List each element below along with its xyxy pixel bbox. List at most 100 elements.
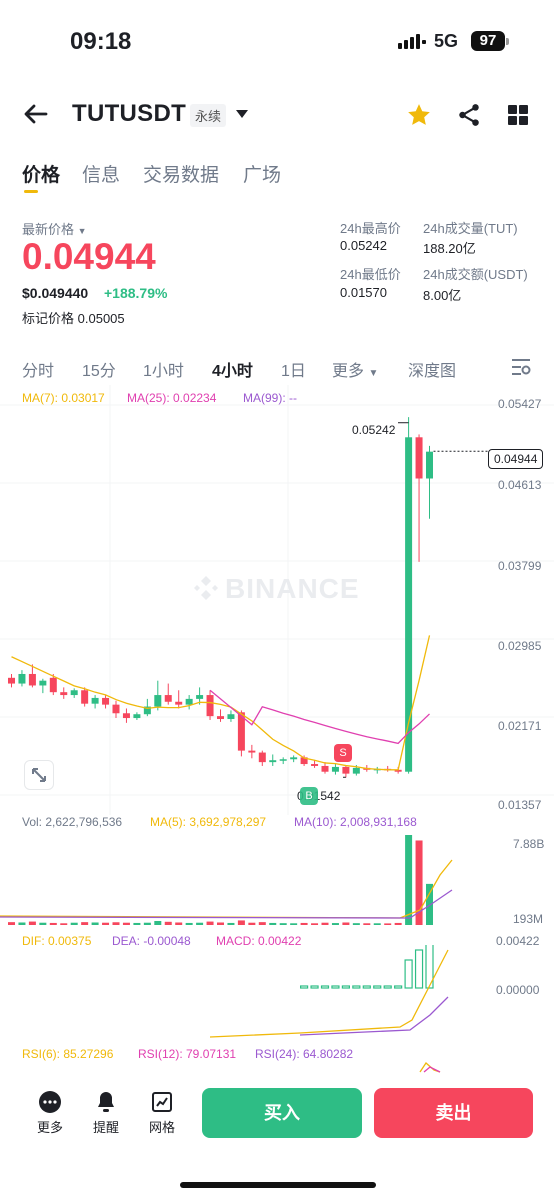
candle-body [279, 759, 287, 761]
mark-price-row: 标记价格 0.05005 [22, 311, 125, 326]
chart-settings-icon[interactable] [510, 357, 532, 382]
volume-bar [60, 923, 68, 925]
volume-chart [0, 835, 453, 925]
volume-bar [237, 920, 245, 925]
candle-body [49, 677, 57, 693]
tab-trading-data[interactable]: 交易数据 [143, 165, 220, 186]
volume-bar [405, 835, 413, 925]
active-tab-underline [24, 190, 38, 193]
candle-body [133, 714, 141, 719]
candle-body [405, 437, 413, 772]
volume-ma5-legend: MA(5): 3,692,978,297 [150, 815, 267, 829]
candle-body [154, 695, 162, 707]
candle-body [60, 692, 68, 696]
bottom-grid-label: 网格 [148, 1120, 175, 1135]
volume-bar [342, 922, 350, 925]
chevron-down-icon[interactable] [236, 110, 248, 118]
volume-bar [206, 921, 214, 925]
candle-body [112, 704, 120, 714]
interval-4h[interactable]: 4小时 [212, 363, 253, 380]
volume-bar [49, 922, 57, 925]
watermark: BINANCE [225, 573, 360, 604]
candle-body [342, 766, 350, 774]
ma7-legend: MA(7): 0.03017 [22, 391, 105, 405]
macd-bar [341, 985, 350, 989]
usd-price: $0.049440 [22, 285, 89, 301]
share-icon[interactable] [456, 102, 482, 133]
interval-1h[interactable]: 1小时 [143, 363, 184, 380]
volume-bar [373, 923, 381, 925]
macd-bar [394, 985, 403, 989]
interval-depth[interactable]: 深度图 [408, 363, 457, 380]
network-type: 5G [434, 31, 459, 51]
macd-bar [373, 985, 382, 989]
tab-info[interactable]: 信息 [82, 165, 121, 186]
candle-body [321, 765, 329, 772]
high-marker-label: 0.05242 [352, 423, 396, 437]
candle-body [164, 695, 172, 702]
volume-bar [321, 922, 329, 925]
tab-square[interactable]: 广场 [243, 165, 282, 186]
volume-bar [290, 923, 298, 925]
macd-bar [352, 985, 361, 989]
candle-body [28, 673, 36, 686]
candle-body [426, 451, 433, 479]
candlestick-chart[interactable] [0, 385, 554, 815]
grid-menu-icon[interactable] [506, 103, 530, 132]
candle-body [81, 690, 89, 704]
candle-body [269, 760, 277, 763]
volume-bar [175, 922, 183, 925]
candle-body [258, 752, 266, 763]
tab-price[interactable]: 价格 [22, 165, 61, 186]
volume-bar [217, 922, 224, 925]
price-axis-label: 0.04613 [498, 478, 542, 492]
bottom-more[interactable]: 更多 [30, 1090, 70, 1136]
volume-bar [394, 922, 402, 925]
ma7-line [11, 635, 431, 771]
volume-bar [196, 922, 204, 925]
price-axis-label: 0.02171 [498, 719, 542, 733]
volume-bar [133, 922, 141, 925]
rsi12-line [423, 1066, 441, 1073]
volume-ma5-line [0, 859, 453, 919]
macd-legend: MACD: 0.00422 [216, 934, 302, 948]
candle-body [331, 766, 339, 772]
fullscreen-icon[interactable] [24, 760, 54, 790]
volume-bar [363, 923, 371, 925]
more-dots-icon [30, 1090, 70, 1117]
volume-bar [227, 922, 235, 925]
candle-body [122, 713, 130, 719]
interval-1d[interactable]: 1日 [281, 363, 306, 380]
volume-bar [39, 922, 47, 925]
candle-body [18, 673, 26, 684]
low-label: 24h最低价 [340, 267, 401, 282]
bottom-grid[interactable]: 网格 [142, 1090, 182, 1136]
candle-body [143, 706, 151, 715]
bottom-alert[interactable]: 提醒 [86, 1090, 126, 1136]
sell-marker: S [334, 744, 352, 762]
home-indicator [180, 1182, 376, 1188]
star-icon[interactable] [406, 102, 432, 133]
volume-bar [185, 922, 193, 925]
volume-bar [154, 921, 162, 925]
macd-chart [209, 945, 449, 1038]
interval-15m[interactable]: 15分 [82, 363, 116, 380]
current-price-tag: 0.04944 [488, 449, 544, 469]
macd-bar [414, 949, 424, 989]
candle-body [196, 695, 204, 699]
macd-bar [310, 985, 319, 989]
sell-button[interactable]: 卖出 [374, 1088, 533, 1138]
rsi-chart [419, 1062, 441, 1073]
candle-body [311, 764, 319, 766]
battery-tip [506, 38, 509, 45]
bottom-alert-label: 提醒 [92, 1120, 119, 1135]
buy-button[interactable]: 买入 [202, 1088, 362, 1138]
last-price-label: 最新价格 ▼ [22, 222, 87, 237]
candle-body [91, 697, 99, 704]
pair-title[interactable]: TUTUSDT [72, 100, 187, 127]
back-arrow-icon[interactable] [22, 100, 50, 133]
interval-time[interactable]: 分时 [22, 363, 55, 380]
interval-more[interactable]: 更多 ▼ [332, 363, 379, 380]
volume-bar [102, 922, 110, 925]
battery-level: 97 [471, 31, 505, 51]
